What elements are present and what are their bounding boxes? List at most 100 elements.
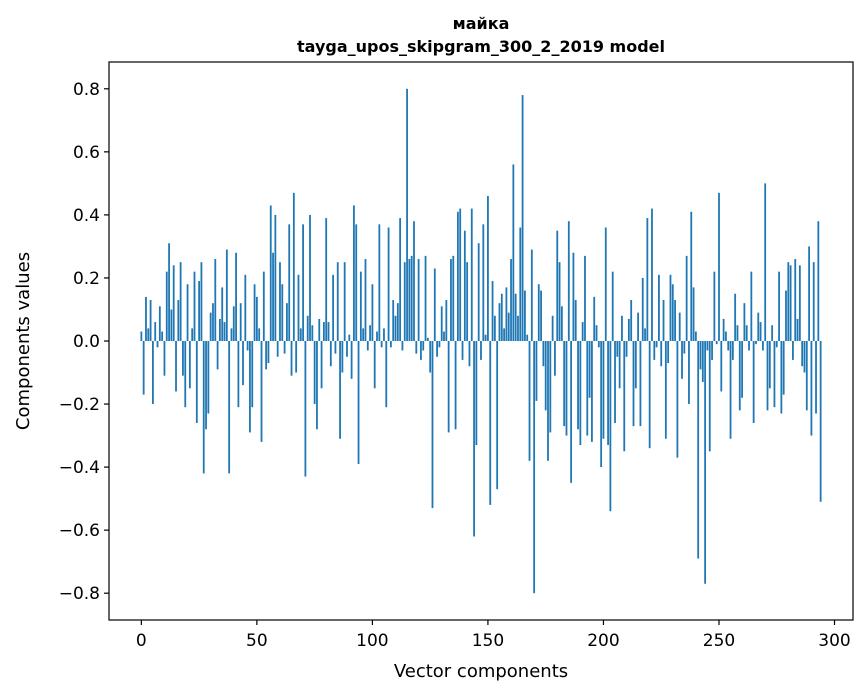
bar-244 [704,341,707,584]
bar-141 [466,262,469,341]
bar-224 [658,274,660,341]
bar-104 [380,341,383,348]
bar-254 [727,341,730,351]
bar-291 [812,262,815,341]
bar-14 [172,265,175,341]
bar-234 [681,341,683,379]
bar-164 [519,227,522,341]
bar-275 [775,341,778,348]
bar-58 [274,214,277,341]
bar-149 [484,334,487,341]
x-tick-label: 50 [246,631,268,651]
bar-252 [722,318,725,341]
bar-34 [219,318,221,341]
bar-261 [743,303,746,341]
bar-84 [334,341,337,354]
bar-50 [255,296,258,341]
bar-235 [683,341,686,354]
bar-221 [651,208,653,341]
bar-98 [366,341,369,351]
bar-138 [459,208,462,341]
bar-173 [540,290,542,341]
bar-64 [288,224,291,341]
bar-56 [269,205,272,341]
bar-209 [623,341,626,452]
bar-189 [577,341,579,430]
bar-101 [373,341,376,389]
bar-136 [454,341,457,430]
bar-81 [327,322,330,341]
bar-27 [202,341,205,474]
bar-272 [768,341,771,389]
bar-60 [279,262,281,341]
bar-194 [588,341,591,398]
bar-59 [276,341,279,357]
bar-5 [152,341,154,405]
bar-183 [563,341,566,427]
bar-12 [168,243,170,341]
bar-233 [678,312,681,341]
bar-278 [782,341,785,395]
bar-140 [463,230,466,341]
y-tick-label: −0.4 [59,458,100,478]
bar-203 [609,341,612,512]
bar-23 [193,271,196,341]
bar-169 [530,249,533,341]
bar-73 [309,214,311,341]
bar-190 [579,341,582,446]
bar-13 [170,309,173,341]
bar-18 [182,341,184,376]
bar-248 [713,271,716,341]
bar-166 [524,290,526,341]
bar-231 [674,300,676,341]
bar-158 [505,287,508,341]
bar-31 [212,303,214,341]
y-tick-label: −0.2 [59,395,100,415]
bar-204 [611,271,614,341]
bar-142 [468,341,471,367]
bar-287 [803,341,806,373]
bar-87 [341,341,344,373]
bar-90 [348,334,351,341]
bar-63 [286,303,288,341]
bar-257 [734,293,737,341]
bar-145 [475,341,478,446]
bar-241 [697,341,700,559]
bar-232 [676,341,679,458]
bar-196 [593,296,596,341]
bar-3 [147,328,150,341]
bar-139 [461,341,464,360]
bar-184 [565,341,568,436]
bar-48 [251,341,254,408]
bar-185 [567,221,570,341]
bar-202 [607,341,609,446]
bar-117 [410,255,413,341]
bar-128 [436,341,438,357]
bar-74 [311,325,314,341]
bar-188 [574,300,577,341]
bar-103 [378,224,381,341]
bar-54 [265,341,268,370]
bar-38 [228,341,231,474]
bar-15 [175,341,177,392]
bar-171 [535,341,538,401]
bar-288 [805,341,808,411]
bar-161 [512,164,515,341]
bar-262 [745,325,748,341]
bar-187 [572,252,575,341]
y-tick-label: −0.6 [59,521,100,541]
x-tick-label: 0 [136,631,147,651]
bar-162 [514,293,517,341]
bar-102 [376,331,378,341]
bar-4 [149,300,152,341]
bar-228 [667,341,670,364]
bar-280 [787,262,790,341]
bar-226 [662,300,665,341]
bar-265 [752,341,755,423]
bar-178 [551,315,554,341]
bar-150 [487,195,489,341]
bar-126 [431,341,434,509]
bar-179 [554,341,556,376]
x-tick-label: 100 [356,631,388,651]
x-tick-label: 300 [818,631,850,651]
